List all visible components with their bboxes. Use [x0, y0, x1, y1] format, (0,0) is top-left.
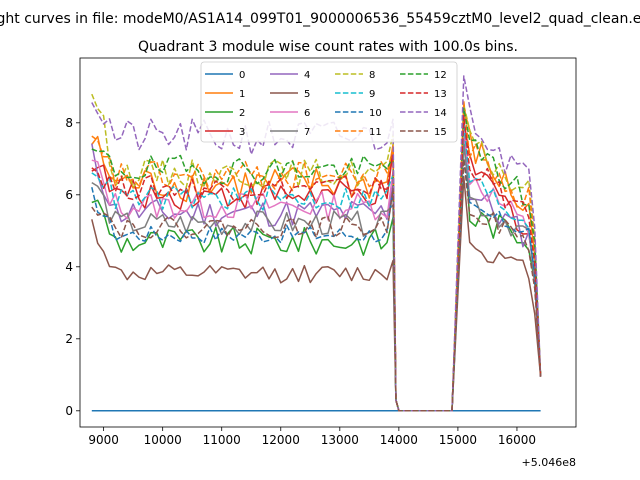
- legend-label-15: 15: [434, 127, 447, 138]
- legend-label-0: 0: [239, 70, 245, 81]
- y-tick-label: 6: [65, 188, 73, 202]
- legend-label-12: 12: [434, 70, 447, 81]
- x-tick-label: 10000: [144, 433, 182, 447]
- series-line-14: [91, 75, 542, 412]
- x-tick-label: 14000: [380, 433, 418, 447]
- chart-suptitle: Light curves in file: modeM0/AS1A14_099T…: [0, 11, 640, 27]
- legend-box: [200, 61, 458, 143]
- legend-label-14: 14: [434, 108, 447, 119]
- x-tick-label: 12000: [262, 433, 300, 447]
- series-line-3: [91, 122, 542, 412]
- legend-label-2: 2: [239, 108, 245, 119]
- legend-label-5: 5: [304, 89, 310, 100]
- x-tick-label: 9000: [88, 433, 119, 447]
- legend-label-11: 11: [369, 127, 382, 138]
- y-tick-label: 8: [65, 116, 73, 130]
- x-tick-label: 11000: [203, 433, 241, 447]
- x-tick-label: 16000: [498, 433, 536, 447]
- series-line-5: [91, 176, 542, 412]
- y-tick-label: 2: [65, 332, 73, 346]
- axis-ticks: 9000 10000 11000 12000 13000 14000 15000 16000 0…: [65, 116, 536, 447]
- series-line-9: [91, 122, 542, 412]
- series-line-13: [91, 114, 542, 412]
- series-line-10: [91, 158, 542, 412]
- series-line-8: [91, 93, 542, 412]
- legend-label-1: 1: [239, 89, 245, 100]
- x-tick-label: 15000: [439, 433, 477, 447]
- legend-label-9: 9: [369, 89, 375, 100]
- legend-label-7: 7: [304, 127, 310, 138]
- x-tick-label: 13000: [321, 433, 359, 447]
- y-tick-label: 4: [65, 260, 73, 274]
- legend-label-10: 10: [369, 108, 382, 119]
- series-line-12: [91, 107, 542, 412]
- legend-label-8: 8: [369, 70, 375, 81]
- legend-label-4: 4: [304, 70, 310, 81]
- y-tick-label: 0: [65, 404, 73, 418]
- x-offset-label: +5.046e8: [522, 456, 576, 469]
- legend-label-13: 13: [434, 89, 447, 100]
- chart-title: Quadrant 3 module wise count rates with …: [138, 39, 518, 55]
- series-layer: [91, 75, 542, 412]
- series-line-15: [91, 158, 542, 412]
- plot-frame: [79, 57, 577, 428]
- legend-label-3: 3: [239, 127, 245, 138]
- legend-label-6: 6: [304, 108, 310, 119]
- series-line-7: [91, 143, 542, 412]
